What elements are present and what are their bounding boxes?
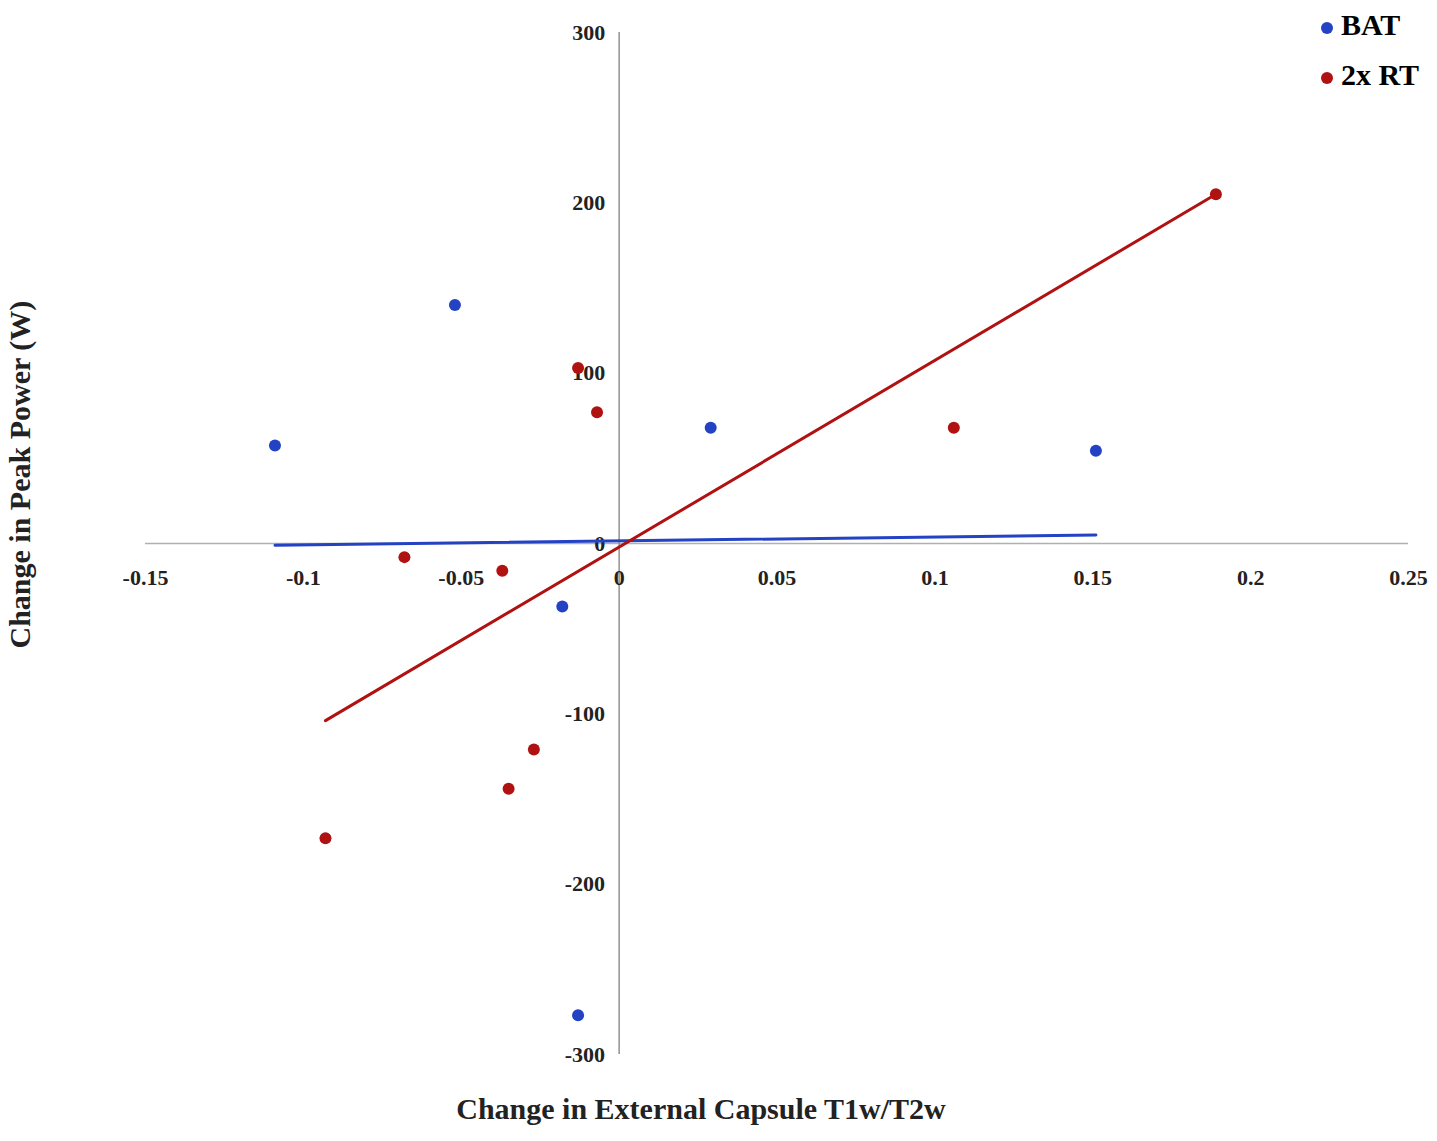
svg-text:0.05: 0.05 (758, 565, 797, 590)
html-text:BAT: BAT (1340, 8, 1401, 41)
svg-text:Change in External Capsule T1w: Change in External Capsule T1w/T2w (456, 1092, 946, 1125)
svg-text:200: 200 (572, 190, 605, 215)
svg-text:-0.15: -0.15 (123, 565, 169, 590)
html-text:2x RT: 2x RT (1340, 58, 1419, 91)
svg-text:0.2: 0.2 (1237, 565, 1265, 590)
svg-text:-300: -300 (565, 1042, 605, 1067)
svg-text:0.1: 0.1 (921, 565, 949, 590)
svg-text:0.15: 0.15 (1074, 565, 1113, 590)
svg-text:-0.05: -0.05 (438, 565, 484, 590)
svg-text:-100: -100 (565, 701, 605, 726)
svg-text:0: 0 (614, 565, 625, 590)
svg-text:Change in Peak Power (W): Change in Peak Power (W) (3, 301, 37, 649)
svg-text:0: 0 (594, 531, 605, 556)
svg-text:-0.1: -0.1 (286, 565, 321, 590)
svg-text:100: 100 (572, 360, 605, 385)
svg-text:0.25: 0.25 (1389, 565, 1428, 590)
svg-text:300: 300 (572, 20, 605, 45)
svg-text:-200: -200 (565, 871, 605, 896)
